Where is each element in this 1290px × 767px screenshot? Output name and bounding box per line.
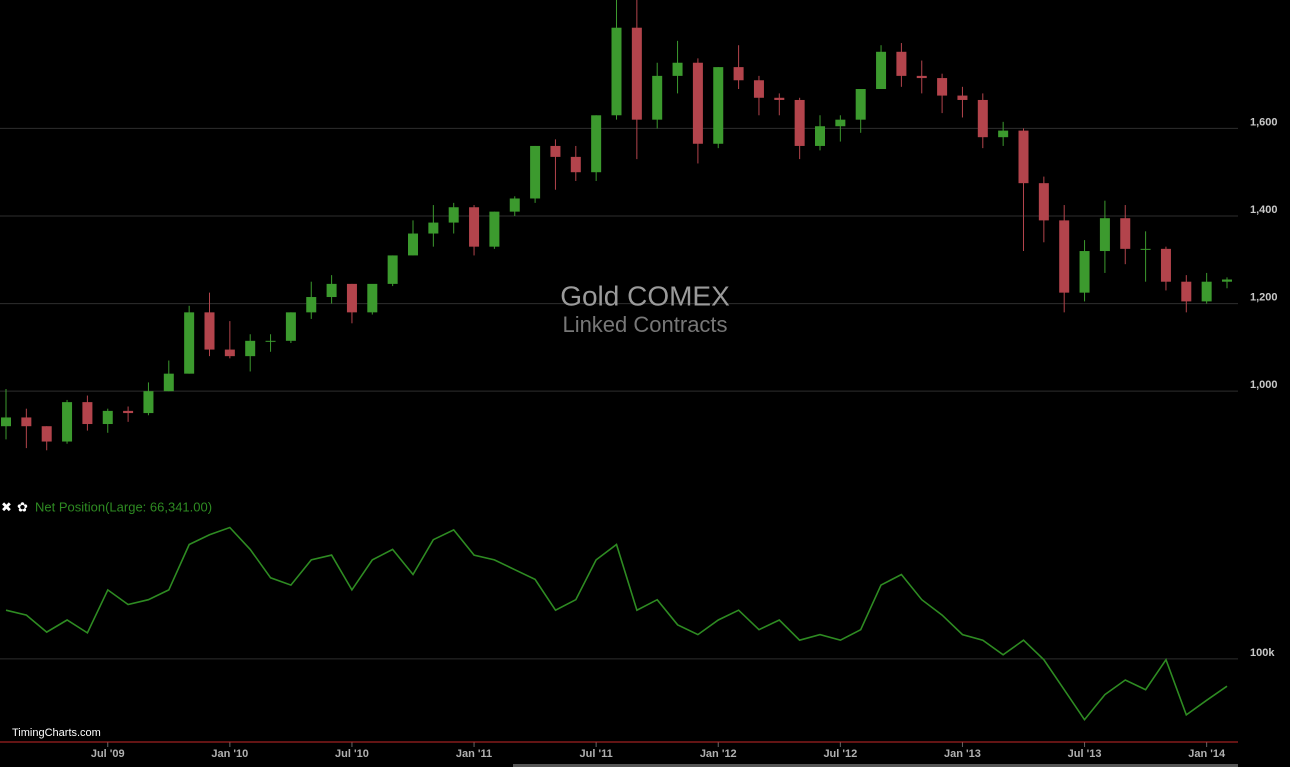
candle-body (1140, 248, 1151, 250)
candle-body (652, 75, 663, 120)
candle-body (82, 402, 93, 425)
x-tick-label: Jan '13 (944, 748, 981, 760)
candle-body (143, 391, 154, 414)
legend-entry: Net Position(Large: 66,341.00) (35, 499, 212, 514)
candle-body (1018, 130, 1029, 184)
candle-body (245, 340, 256, 357)
series-line (5, 526, 1228, 722)
candle-body (367, 283, 378, 313)
candle-body (62, 402, 73, 442)
candle-body (1160, 248, 1171, 282)
candle-body (448, 207, 459, 223)
y-tick-label: 1,400 (1250, 204, 1278, 216)
x-tick-label: Jul '10 (335, 748, 369, 760)
candle-body (21, 417, 32, 427)
candle-body (937, 78, 948, 96)
candle-body (753, 80, 764, 98)
candle-body (998, 130, 1009, 138)
candle-body (102, 410, 113, 425)
candle-body (672, 62, 683, 76)
candle-body (428, 222, 439, 234)
candle-body (224, 349, 235, 357)
x-tick-label: Jan '11 (456, 748, 492, 760)
candle-body (1120, 218, 1131, 249)
candle-body (1038, 183, 1049, 221)
candle-body (916, 75, 927, 79)
candle-body (1201, 281, 1212, 302)
candle-body (408, 233, 418, 256)
candle-body (977, 99, 988, 138)
candle-body (957, 95, 968, 100)
candle-body (1181, 281, 1192, 302)
candle-body (123, 410, 134, 414)
x-tick-label: Jul '13 (1068, 748, 1102, 760)
candle-body (631, 27, 642, 120)
candle-body (835, 119, 846, 127)
candle-body (1079, 251, 1090, 293)
candle-body (387, 255, 398, 284)
candle-body (733, 67, 744, 81)
candle-body (306, 297, 317, 313)
settings-icon[interactable]: ✿ (17, 499, 28, 514)
candle-body (570, 156, 581, 173)
watermark: TimingCharts.com (12, 727, 101, 739)
candle-body (41, 426, 52, 442)
candle-body (611, 27, 622, 116)
candle-body (346, 283, 357, 313)
candle-body (204, 312, 215, 350)
candle-body (774, 97, 785, 100)
candle-body (530, 145, 541, 199)
chart-title: Gold COMEX (560, 280, 730, 311)
x-tick-label: Jan '14 (1188, 748, 1226, 760)
candle-body (896, 51, 907, 76)
candle-body (794, 99, 805, 146)
candle-body (1059, 220, 1070, 293)
candle-body (550, 145, 561, 157)
candle-body (489, 211, 500, 247)
x-tick-label: Jan '10 (211, 748, 248, 760)
close-icon[interactable]: ✖ (1, 499, 12, 514)
candle-body (1, 417, 11, 427)
candle-body (184, 312, 195, 374)
y-tick-label: 1,600 (1250, 116, 1278, 128)
x-tick-label: Jul '11 (580, 748, 613, 760)
x-tick-label: Jul '09 (91, 748, 125, 760)
candle-body (509, 198, 520, 212)
candle-body (469, 207, 480, 247)
candle-body (692, 62, 703, 144)
candle-body (265, 340, 276, 342)
candle-body (1099, 218, 1110, 252)
candle-body (855, 89, 866, 120)
candle-body (285, 312, 296, 341)
grid-layer: 1,000 1,200 1,400 1,600 100k Jul '09 Jan '10 Ju… (0, 116, 1278, 760)
y-tick-label: 1,000 (1250, 379, 1278, 391)
chart-subtitle: Linked Contracts (562, 312, 727, 337)
scrollbar[interactable] (513, 764, 1238, 767)
marks-layer (1, 0, 1232, 722)
candle-body (326, 283, 337, 298)
candle-body (815, 126, 825, 146)
candle-body (876, 51, 887, 90)
candle-body (163, 373, 174, 392)
candle-body (1222, 279, 1232, 282)
y-tick-label: 1,200 (1250, 291, 1278, 303)
y-tick-label: 100k (1250, 647, 1275, 659)
x-tick-label: Jul '12 (823, 748, 857, 760)
x-tick-label: Jan '12 (700, 748, 737, 760)
candle-body (591, 115, 602, 173)
candle-body (713, 67, 724, 144)
